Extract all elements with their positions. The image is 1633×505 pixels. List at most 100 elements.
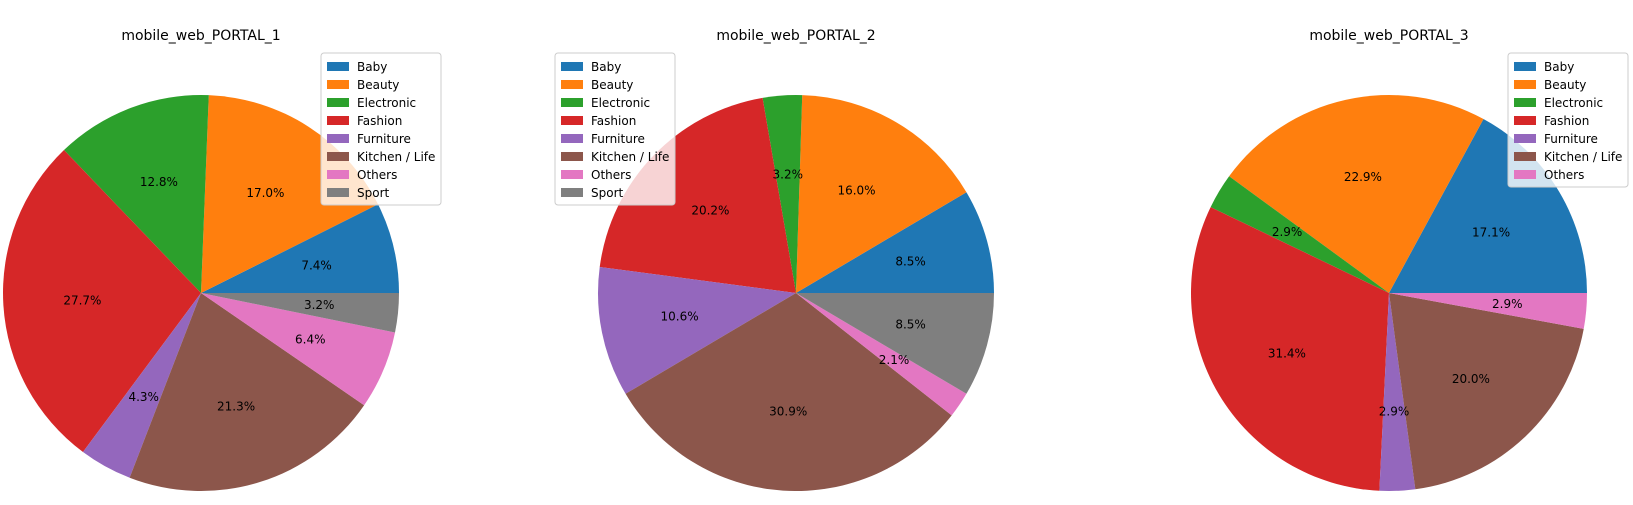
legend: Baby Beauty Electronic Fashion Furniture Kitc… xyxy=(1507,52,1629,188)
legend-label: Kitchen / Life xyxy=(591,150,669,164)
slice-percent-label: 12.8% xyxy=(140,175,178,189)
pie-slices xyxy=(3,94,399,492)
legend-label: Baby xyxy=(1544,60,1574,74)
pie-slice-sport xyxy=(796,293,994,394)
slice-percent-label: 2.9% xyxy=(1379,405,1410,419)
legend-swatch xyxy=(327,134,349,143)
legend-frame xyxy=(320,52,442,206)
slice-percent-label: 10.6% xyxy=(661,310,699,324)
legend-swatch xyxy=(561,80,583,89)
pie-labels: 8.5% 16.0% 3.2% 20.2% 10.6% 30.9% 2.1% 8.5% xyxy=(661,168,926,419)
slice-percent-label: 16.0% xyxy=(837,184,875,198)
slice-percent-label: 17.1% xyxy=(1472,225,1510,239)
slice-percent-label: 20.2% xyxy=(691,204,729,218)
legend-label: Furniture xyxy=(357,132,411,146)
legend-swatch xyxy=(327,170,349,179)
legend-item: Sport xyxy=(327,186,390,200)
legend-label: Beauty xyxy=(1544,78,1586,92)
legend-swatch xyxy=(561,152,583,161)
pie-slice-fashion xyxy=(1190,207,1389,491)
slice-percent-label: 27.7% xyxy=(63,294,101,308)
legend-label: Fashion xyxy=(591,114,636,128)
pie-slice-others xyxy=(796,293,967,416)
legend-label: Fashion xyxy=(357,114,402,128)
legend-item: Others xyxy=(327,168,397,182)
legend-item: Fashion xyxy=(1514,114,1589,128)
pie-slice-beauty xyxy=(1229,95,1484,293)
legend-swatch xyxy=(1514,152,1536,161)
slice-percent-label: 17.0% xyxy=(246,186,284,200)
legend-swatch xyxy=(327,152,349,161)
legend-label: Furniture xyxy=(1544,132,1598,146)
legend-item: Beauty xyxy=(561,78,633,92)
pie-slice-others xyxy=(201,293,396,406)
legend-swatch xyxy=(1514,80,1536,89)
legend-label: Others xyxy=(357,168,397,182)
legend-swatch xyxy=(1514,170,1536,179)
legend-label: Sport xyxy=(591,186,624,200)
legend-label: Beauty xyxy=(591,78,633,92)
legend-swatch xyxy=(327,188,349,197)
pie-slice-sport xyxy=(201,293,399,333)
legend-item: Fashion xyxy=(561,114,636,128)
legend-item: Baby xyxy=(327,60,387,74)
legend-frame xyxy=(1507,52,1629,188)
legend-item: Kitchen / Life xyxy=(561,150,669,164)
legend-item: Baby xyxy=(561,60,621,74)
legend-label: Baby xyxy=(357,60,387,74)
slice-percent-label: 30.9% xyxy=(769,405,807,419)
pie-chart-1: mobile_web_PORTAL_1 7.4% 17.0% 12.8% 27.7% 4.… xyxy=(3,28,442,492)
legend-swatch xyxy=(561,188,583,197)
legend-item: Electronic xyxy=(327,96,416,110)
legend-label: Sport xyxy=(357,186,390,200)
legend-label: Kitchen / Life xyxy=(1544,150,1622,164)
legend-swatch xyxy=(561,62,583,71)
legend-item: Baby xyxy=(1514,60,1574,74)
pie-labels: 17.1% 22.9% 2.9% 31.4% 2.9% 20.0% 2.9% xyxy=(1268,170,1523,419)
pie-slice-furniture xyxy=(1379,293,1416,492)
legend: Baby Beauty Electronic Fashion Furniture Kitc… xyxy=(320,52,442,206)
legend-item: Beauty xyxy=(1514,78,1586,92)
pie-slice-kitchen-life xyxy=(1389,293,1584,490)
legend-swatch xyxy=(1514,98,1536,107)
slice-percent-label: 22.9% xyxy=(1344,170,1382,184)
legend-item: Sport xyxy=(561,186,624,200)
slice-percent-label: 8.5% xyxy=(895,255,926,269)
pie-slice-beauty xyxy=(796,95,967,293)
pie-slice-fashion xyxy=(599,97,796,293)
pie-slices xyxy=(1190,95,1587,492)
legend-swatch xyxy=(1514,116,1536,125)
pie-slice-beauty xyxy=(201,95,379,294)
legend-swatch xyxy=(561,116,583,125)
pie-slice-baby xyxy=(796,192,994,293)
legend-label: Electronic xyxy=(1544,96,1603,110)
legend-item: Furniture xyxy=(327,132,411,146)
legend-swatch xyxy=(327,116,349,125)
legend-item: Furniture xyxy=(561,132,645,146)
slice-percent-label: 21.3% xyxy=(217,400,255,414)
legend-item: Beauty xyxy=(327,78,399,92)
legend-swatch xyxy=(327,80,349,89)
legend-item: Electronic xyxy=(561,96,650,110)
legend-item: Others xyxy=(1514,168,1584,182)
slice-percent-label: 6.4% xyxy=(295,333,326,347)
legend-item: Kitchen / Life xyxy=(327,150,435,164)
slice-percent-label: 4.3% xyxy=(128,390,159,404)
legend-swatch xyxy=(1514,134,1536,143)
legend-label: Beauty xyxy=(357,78,399,92)
slice-percent-label: 2.1% xyxy=(879,353,910,367)
legend-item: Others xyxy=(561,168,631,182)
legend: Baby Beauty Electronic Fashion Furniture Kitc… xyxy=(554,52,676,206)
legend-label: Others xyxy=(1544,168,1584,182)
pie-slice-kitchen-life xyxy=(129,293,365,492)
pie-labels: 7.4% 17.0% 12.8% 27.7% 4.3% 21.3% 6.4% 3.2% xyxy=(63,175,334,414)
legend-item: Electronic xyxy=(1514,96,1603,110)
legend-item: Furniture xyxy=(1514,132,1598,146)
pie-slice-electronic xyxy=(1210,176,1389,293)
chart-title: mobile_web_PORTAL_1 xyxy=(121,28,280,44)
slice-percent-label: 20.0% xyxy=(1452,372,1490,386)
slice-percent-label: 2.9% xyxy=(1272,225,1303,239)
pie-chart-3: mobile_web_PORTAL_3 17.1% 22.9% 2.9% 31.4% 2.… xyxy=(1190,28,1629,492)
legend-swatch xyxy=(327,98,349,107)
